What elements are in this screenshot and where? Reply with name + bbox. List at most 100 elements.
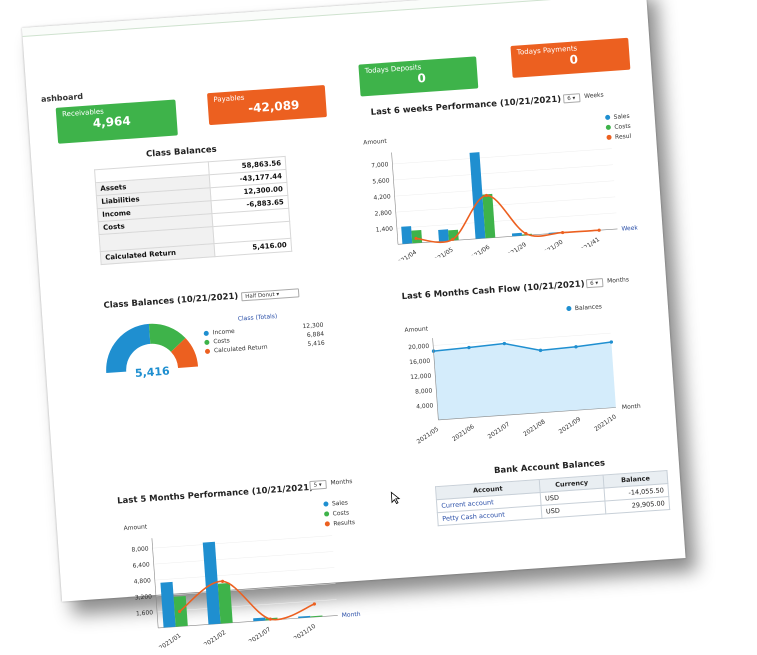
weeks-y-axis	[391, 152, 399, 245]
months-y-axis-title: Amount	[123, 523, 148, 532]
weeks-bar-sales	[548, 232, 559, 234]
months-bar-sales	[202, 541, 221, 625]
cash-x-tick-label: 2021/10	[593, 413, 618, 433]
weeks-bar-sales	[469, 152, 486, 239]
cash-balances-point	[574, 345, 578, 349]
page-top-edge	[22, 0, 647, 37]
months-legend-label: Sales	[332, 499, 348, 507]
months-results-point	[268, 617, 272, 621]
months-x-tick-label: 2021/01	[158, 632, 183, 652]
mouse-cursor-icon	[390, 491, 401, 505]
weeks-legend-label: Results	[615, 132, 637, 140]
weeks-results-point	[484, 193, 489, 198]
todays-payments-tile[interactable]: Todays Payments 0	[510, 37, 631, 78]
weeks-x-tick-label: 2021/04	[394, 249, 419, 265]
weeks-y-tick-label: 5,600	[372, 177, 390, 185]
weeks-x-axis-title: Week	[621, 224, 638, 232]
weeks-y-axis-title: Amount	[363, 138, 388, 147]
weeks-period-select[interactable]: 6 ▾	[562, 93, 581, 104]
weeks-gridline	[394, 180, 615, 197]
weeks-results-point	[414, 236, 418, 241]
page-title: ashboard	[40, 91, 84, 104]
weeks-gridline	[396, 212, 617, 229]
cash-flow-period-select[interactable]: 6 ▾	[585, 278, 604, 289]
weeks-gridline	[392, 148, 612, 165]
weeks-bar-sales	[401, 226, 413, 244]
donut-legend-title: Class (Totals)	[237, 312, 278, 323]
weeks-y-tick-label: 4,200	[373, 193, 391, 201]
donut-center-value: 5,416	[135, 365, 171, 380]
legend-dot	[203, 330, 209, 337]
months-y-tick-label: 3,200	[135, 593, 153, 601]
months-results-point	[220, 579, 225, 583]
weeks-legend-dot	[605, 124, 611, 130]
months-results-point	[312, 602, 316, 606]
donut-slice-calculated-return	[170, 338, 199, 368]
months-gridline	[153, 551, 334, 565]
weeks-y-tick-label: 7,000	[371, 161, 389, 169]
months-gridline	[155, 583, 336, 597]
months-gridline	[154, 567, 335, 581]
weeks-legend-label: Costs	[614, 123, 631, 131]
months-legend-dot	[323, 501, 329, 507]
cash-y-axis	[432, 338, 439, 420]
class-balances-table: 58,863.56 Assets -43,177.44 Liabilities 12…	[94, 156, 292, 265]
legend-dot	[204, 348, 211, 355]
cash-y-tick-label: 12,000	[410, 373, 432, 381]
legend-dot	[204, 339, 210, 346]
months-period-unit: Months	[330, 478, 353, 487]
months-bar-costs	[217, 582, 233, 624]
months-results-point	[177, 609, 182, 614]
donut-slice-costs	[148, 323, 186, 352]
bank-balances-title: Bank Account Balances	[493, 458, 606, 477]
weeks-results-line	[415, 194, 600, 244]
months-x-tick-label: 2021/10	[293, 623, 318, 643]
months-y-axis	[151, 538, 159, 628]
todays-deposits-tile[interactable]: Todays Deposits 0	[358, 56, 479, 97]
weeks-results-point	[597, 228, 601, 232]
months-legend-dot	[324, 511, 330, 517]
months-legend-label: Results	[333, 519, 355, 527]
weeks-bar-costs	[448, 229, 459, 241]
months-y-tick-label: 1,600	[136, 609, 154, 617]
weeks-period-unit: Weeks	[583, 91, 604, 100]
months-period-select[interactable]: 5 ▾	[309, 479, 327, 491]
half-donut-chart: 5,416	[106, 323, 199, 380]
bank-balances-table: Account Currency Balance Current account…	[435, 470, 670, 526]
weeks-bar-costs	[411, 229, 423, 244]
weeks-x-tick-label: 2021/06	[467, 244, 492, 264]
weeks-legend-label: Sales	[613, 113, 629, 121]
weeks-legend-dot	[606, 134, 612, 140]
payables-tile[interactable]: Payables -42,089	[207, 85, 327, 126]
months-bar-sales	[253, 617, 266, 622]
weeks-y-tick-label: 1,400	[376, 226, 394, 234]
months-x-axis-title: Month	[342, 611, 361, 619]
weeks-results-point	[524, 232, 528, 236]
weeks-bar-sales	[511, 232, 523, 237]
cash-y-tick-label: 16,000	[409, 358, 431, 366]
months-bar-sales	[298, 615, 311, 619]
cash-x-tick-label: 2021/08	[522, 418, 547, 438]
weeks-y-tick-label: 2,800	[374, 209, 392, 217]
receivables-tile[interactable]: Receivables 4,964	[55, 99, 178, 144]
cash-balances-point	[538, 348, 543, 353]
weeks-x-tick-label: 2021/05	[430, 246, 455, 264]
months-perf-plot: Amount 8,000 6,400 4,800 3,200 1,600 2021/01 20…	[123, 499, 361, 652]
cash-flow-plot: Amount 20,000 16,000 12,000 8,000 4,000 2021/0…	[404, 303, 641, 445]
cash-y-tick-label: 8,000	[415, 387, 433, 395]
months-gridline	[157, 599, 337, 613]
weeks-gridline	[393, 164, 613, 181]
cash-legend-label: Balances	[575, 303, 602, 312]
donut-legend: Income 12,300 Costs 6,884 Calculated Retur…	[203, 321, 325, 356]
weeks-results-point	[451, 237, 455, 241]
cash-x-axis-title: Month	[622, 403, 641, 411]
cash-flow-period-unit: Months	[606, 276, 630, 285]
cash-y-axis-title: Amount	[404, 325, 429, 334]
weeks-results-point	[560, 230, 565, 235]
weeks-legend-dot	[605, 114, 611, 120]
weeks-perf-chart: Amount 7,000 5,600 4,200 2,800 1,400 2021/04 20…	[363, 113, 639, 265]
class-balances-table-wrap: 58,863.56 Assets -43,177.44 Liabilities 12…	[94, 156, 292, 265]
weeks-bar-costs	[482, 193, 496, 239]
chart-type-select[interactable]: Half Donut ▾	[240, 288, 300, 302]
